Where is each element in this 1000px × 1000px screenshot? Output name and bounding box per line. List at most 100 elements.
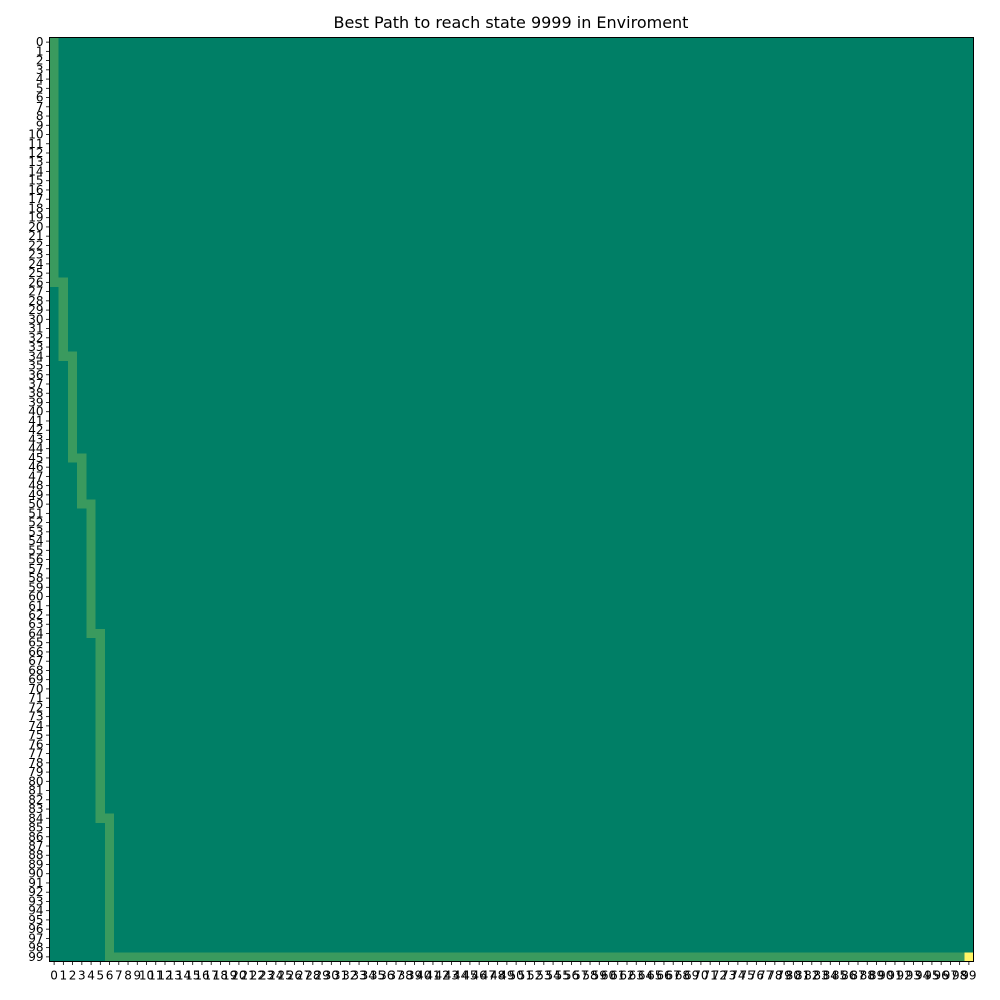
x-tick-label: 2 bbox=[69, 969, 77, 983]
x-tick-label: 92 bbox=[897, 969, 912, 983]
y-tick-label: 92 bbox=[28, 885, 43, 899]
x-tick-label: 35 bbox=[370, 969, 385, 983]
y-tick-label: 77 bbox=[28, 747, 43, 761]
x-tick-label: 63 bbox=[629, 969, 644, 983]
x-tick-label: 80 bbox=[786, 969, 801, 983]
x-tick-label: 52 bbox=[527, 969, 542, 983]
x-tick-label: 39 bbox=[407, 969, 422, 983]
x-tick-label: 53 bbox=[536, 969, 551, 983]
y-tick-label: 61 bbox=[28, 599, 43, 613]
y-tick-label: 56 bbox=[28, 553, 43, 567]
path-segment-col-5 bbox=[95, 628, 105, 823]
x-tick-label: 61 bbox=[610, 969, 625, 983]
y-tick-label: 74 bbox=[28, 719, 43, 733]
path-segment-col-0 bbox=[49, 37, 59, 287]
y-tick-label: 32 bbox=[28, 331, 43, 345]
y-tick-label: 26 bbox=[28, 275, 43, 289]
y-tick-label: 47 bbox=[28, 469, 43, 483]
y-tick-label: 98 bbox=[28, 941, 43, 955]
x-tick-label: 98 bbox=[952, 969, 967, 983]
y-tick-label: 35 bbox=[28, 359, 43, 373]
x-tick-label: 70 bbox=[693, 969, 708, 983]
x-tick-label: 23 bbox=[259, 969, 274, 983]
x-tick-label: 78 bbox=[767, 969, 782, 983]
y-tick-label: 82 bbox=[28, 793, 43, 807]
x-tick-label: 86 bbox=[841, 969, 856, 983]
y-tick-label: 42 bbox=[28, 423, 43, 437]
y-tick-label: 76 bbox=[28, 737, 43, 751]
y-tick-label: 33 bbox=[28, 340, 43, 354]
y-tick-label: 17 bbox=[28, 192, 43, 206]
y-tick-label: 4 bbox=[36, 72, 44, 86]
x-tick-label: 67 bbox=[666, 969, 681, 983]
x-tick-label: 69 bbox=[684, 969, 699, 983]
goal-cell bbox=[964, 952, 974, 962]
x-tick-label: 1 bbox=[60, 969, 68, 983]
x-tick-label: 50 bbox=[508, 969, 523, 983]
path-segment-col-1 bbox=[58, 277, 68, 361]
x-tick-label: 15 bbox=[185, 969, 200, 983]
x-tick-label: 48 bbox=[490, 969, 505, 983]
y-tick-label: 67 bbox=[28, 654, 43, 668]
y-tick-label: 13 bbox=[28, 155, 43, 169]
y-tick-label: 3 bbox=[36, 63, 44, 77]
plot-frame bbox=[49, 37, 974, 962]
y-tick-label: 22 bbox=[28, 238, 43, 252]
x-tick-label: 5 bbox=[96, 969, 104, 983]
x-tick-label: 49 bbox=[499, 969, 514, 983]
x-tick-label: 4 bbox=[87, 969, 95, 983]
x-tick-label: 45 bbox=[462, 969, 477, 983]
y-axis: 0123456789101112131415161718192021222324… bbox=[28, 35, 50, 964]
x-tick-label: 11 bbox=[148, 969, 163, 983]
y-tick-label: 79 bbox=[28, 765, 43, 779]
x-tick-label: 41 bbox=[425, 969, 440, 983]
x-tick-label: 13 bbox=[167, 969, 182, 983]
y-tick-label: 6 bbox=[36, 91, 44, 105]
y-tick-label: 21 bbox=[28, 229, 43, 243]
y-tick-label: 83 bbox=[28, 802, 43, 816]
x-tick-label: 64 bbox=[638, 969, 653, 983]
x-tick-label: 85 bbox=[832, 969, 847, 983]
x-tick-label: 99 bbox=[961, 969, 976, 983]
y-tick-label: 29 bbox=[28, 303, 43, 317]
x-tick-label: 24 bbox=[268, 969, 283, 983]
y-tick-label: 54 bbox=[28, 534, 43, 548]
y-tick-label: 41 bbox=[28, 414, 43, 428]
y-tick-label: 23 bbox=[28, 248, 43, 262]
x-tick-label: 22 bbox=[250, 969, 265, 983]
y-tick-label: 38 bbox=[28, 386, 43, 400]
y-tick-label: 44 bbox=[28, 442, 43, 456]
y-tick-label: 36 bbox=[28, 368, 43, 382]
y-tick-label: 85 bbox=[28, 821, 43, 835]
x-tick-label: 6 bbox=[106, 969, 114, 983]
x-tick-label: 44 bbox=[453, 969, 468, 983]
x-tick-label: 14 bbox=[176, 969, 191, 983]
x-tick-label: 18 bbox=[213, 969, 228, 983]
y-tick-label: 20 bbox=[28, 220, 43, 234]
x-tick-label: 93 bbox=[906, 969, 921, 983]
x-tick-label: 84 bbox=[823, 969, 838, 983]
y-tick-label: 57 bbox=[28, 562, 43, 576]
y-tick-label: 9 bbox=[36, 118, 44, 132]
x-tick-label: 16 bbox=[194, 969, 209, 983]
x-tick-label: 77 bbox=[758, 969, 773, 983]
x-tick-label: 21 bbox=[241, 969, 256, 983]
x-tick-label: 68 bbox=[675, 969, 690, 983]
y-tick-label: 12 bbox=[28, 146, 43, 160]
y-tick-label: 66 bbox=[28, 645, 43, 659]
y-tick-label: 65 bbox=[28, 636, 43, 650]
y-tick-label: 11 bbox=[28, 137, 43, 151]
x-tick-label: 36 bbox=[379, 969, 394, 983]
y-tick-label: 55 bbox=[28, 543, 43, 557]
y-tick-label: 88 bbox=[28, 848, 43, 862]
y-tick-label: 75 bbox=[28, 728, 43, 742]
y-tick-label: 81 bbox=[28, 784, 43, 798]
y-tick-label: 90 bbox=[28, 867, 43, 881]
y-tick-label: 58 bbox=[28, 571, 43, 585]
x-tick-label: 55 bbox=[555, 969, 570, 983]
heatmap-background bbox=[49, 37, 974, 962]
y-tick-label: 10 bbox=[28, 128, 43, 142]
x-tick-label: 60 bbox=[601, 969, 616, 983]
y-tick-label: 80 bbox=[28, 774, 43, 788]
